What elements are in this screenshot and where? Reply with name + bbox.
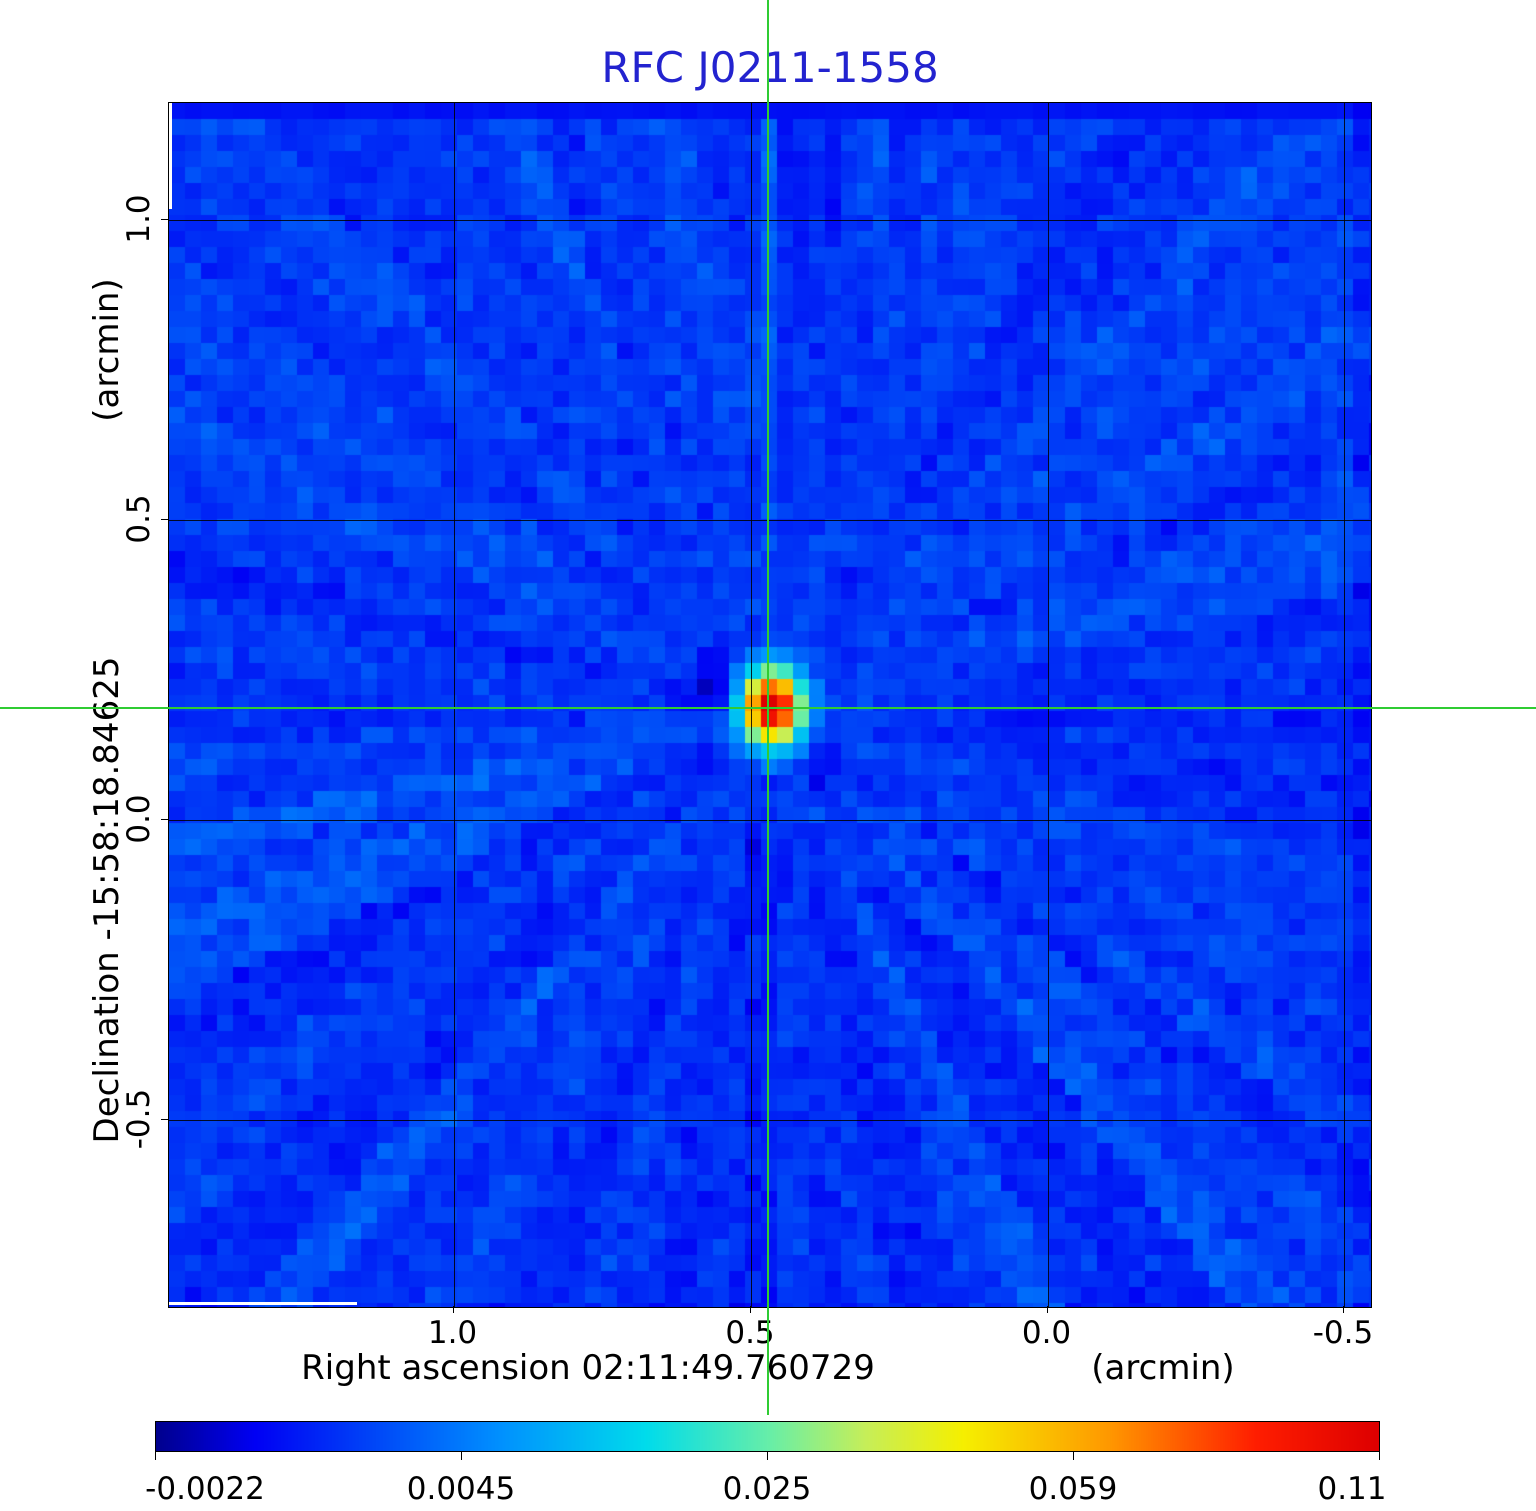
x-axis-unit-label: (arcmin) <box>1091 1348 1235 1388</box>
left-edge-white-segment <box>169 103 172 209</box>
y-gridline <box>169 220 1371 221</box>
colorbar-tick-mark <box>1073 1452 1074 1460</box>
colorbar-tick-label: 0.025 <box>722 1471 812 1507</box>
sky-map-canvas <box>169 103 1371 1307</box>
sky-map-plot-area <box>168 102 1372 1308</box>
x-tick-mark <box>1343 1306 1344 1313</box>
x-tick-mark <box>1046 1306 1048 1313</box>
y-tick-label: 0.0 <box>121 794 157 844</box>
x-gridline <box>751 103 752 1307</box>
y-tick-label: 1.0 <box>121 194 157 244</box>
crosshair-horizontal-line <box>0 707 1536 709</box>
y-tick-mark <box>161 1119 168 1120</box>
x-tick-label: -0.5 <box>1312 1315 1374 1351</box>
y-axis-unit-label: (arcmin) <box>87 278 127 422</box>
y-tick-mark <box>161 219 168 220</box>
colorbar-tick-mark <box>155 1452 156 1460</box>
colorbar-tick-mark <box>1379 1452 1380 1460</box>
y-gridline <box>169 820 1371 821</box>
y-tick-mark <box>161 819 168 820</box>
y-tick-label: 0.5 <box>121 494 157 544</box>
bottom-left-white-segment <box>169 1302 357 1305</box>
x-tick-label: 0.0 <box>1021 1315 1072 1351</box>
figure-title: RFC J0211-1558 <box>601 43 939 92</box>
colorbar-gradient-canvas <box>156 1422 1379 1451</box>
x-tick-label: 1.0 <box>427 1315 478 1351</box>
colorbar-tick-mark <box>461 1452 462 1460</box>
x-gridline <box>453 103 455 1307</box>
x-axis-label: Right ascension 02:11:49.760729 <box>301 1348 875 1388</box>
colorbar-tick-label: 0.0045 <box>406 1471 516 1507</box>
colorbar-tick-mark <box>767 1452 768 1460</box>
colorbar-tick-label: -0.0022 <box>145 1471 265 1507</box>
colorbar-tick-label: 0.11 <box>1317 1471 1387 1507</box>
x-tick-mark <box>452 1306 454 1313</box>
y-tick-label: -0.5 <box>121 1088 157 1150</box>
colorbar-tick-label: 0.059 <box>1028 1471 1118 1507</box>
y-gridline <box>169 520 1371 521</box>
colorbar <box>155 1421 1380 1452</box>
x-gridline <box>1344 103 1345 1307</box>
x-tick-mark <box>750 1306 751 1313</box>
x-tick-label: 0.5 <box>725 1315 775 1351</box>
y-axis-label: Declination -15:58:18.84625 <box>87 656 127 1144</box>
x-gridline <box>1047 103 1049 1307</box>
y-tick-mark <box>161 519 168 520</box>
y-gridline <box>169 1120 1371 1121</box>
